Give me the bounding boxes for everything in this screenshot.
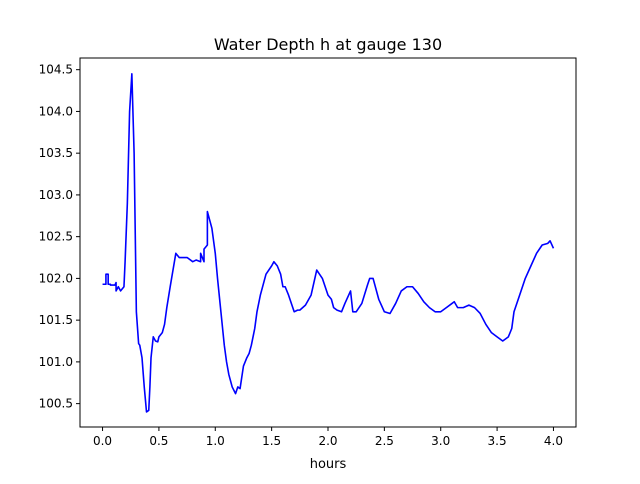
plot-area: 0.0 0.5 1.0 1.5 2.0 2.5 3.0 3.5 4.0 100.5101.010… (39, 57, 577, 448)
x-tick-label: 4.0 (544, 434, 563, 448)
y-tick-label: 100.5 (39, 397, 73, 411)
series-layer (102, 73, 555, 413)
y-tick-label: 104.5 (39, 63, 73, 77)
y-tick-label: 101.0 (39, 355, 73, 369)
x-axis: 0.0 0.5 1.0 1.5 2.0 2.5 3.0 3.5 4.0 (93, 427, 563, 448)
x-axis-label: hours (310, 457, 347, 472)
x-tick-label: 3.5 (488, 434, 507, 448)
x-tick-label: 1.0 (206, 434, 225, 448)
y-tick-label: 101.5 (39, 313, 73, 327)
series-line-0 (102, 73, 555, 413)
y-axis: 100.5 101.0 101.5 102.0 102.5 103.0 103.5 104.0… (39, 63, 80, 411)
y-tick-label: 102.5 (39, 230, 73, 244)
y-tick-label: 104.0 (39, 104, 73, 118)
axes-frame (79, 57, 577, 428)
x-tick-label: 0.5 (149, 434, 168, 448)
chart-title: Water Depth h at gauge 130 (214, 35, 442, 54)
x-tick-label: 0.0 (93, 434, 112, 448)
y-tick-label: 102.0 (39, 271, 73, 285)
x-tick-label: 2.0 (318, 434, 337, 448)
x-tick-label: 3.0 (431, 434, 450, 448)
x-tick-label: 1.5 (262, 434, 281, 448)
y-tick-label: 103.0 (39, 188, 73, 202)
y-tick-label: 103.5 (39, 146, 73, 160)
x-tick-label: 2.5 (375, 434, 394, 448)
